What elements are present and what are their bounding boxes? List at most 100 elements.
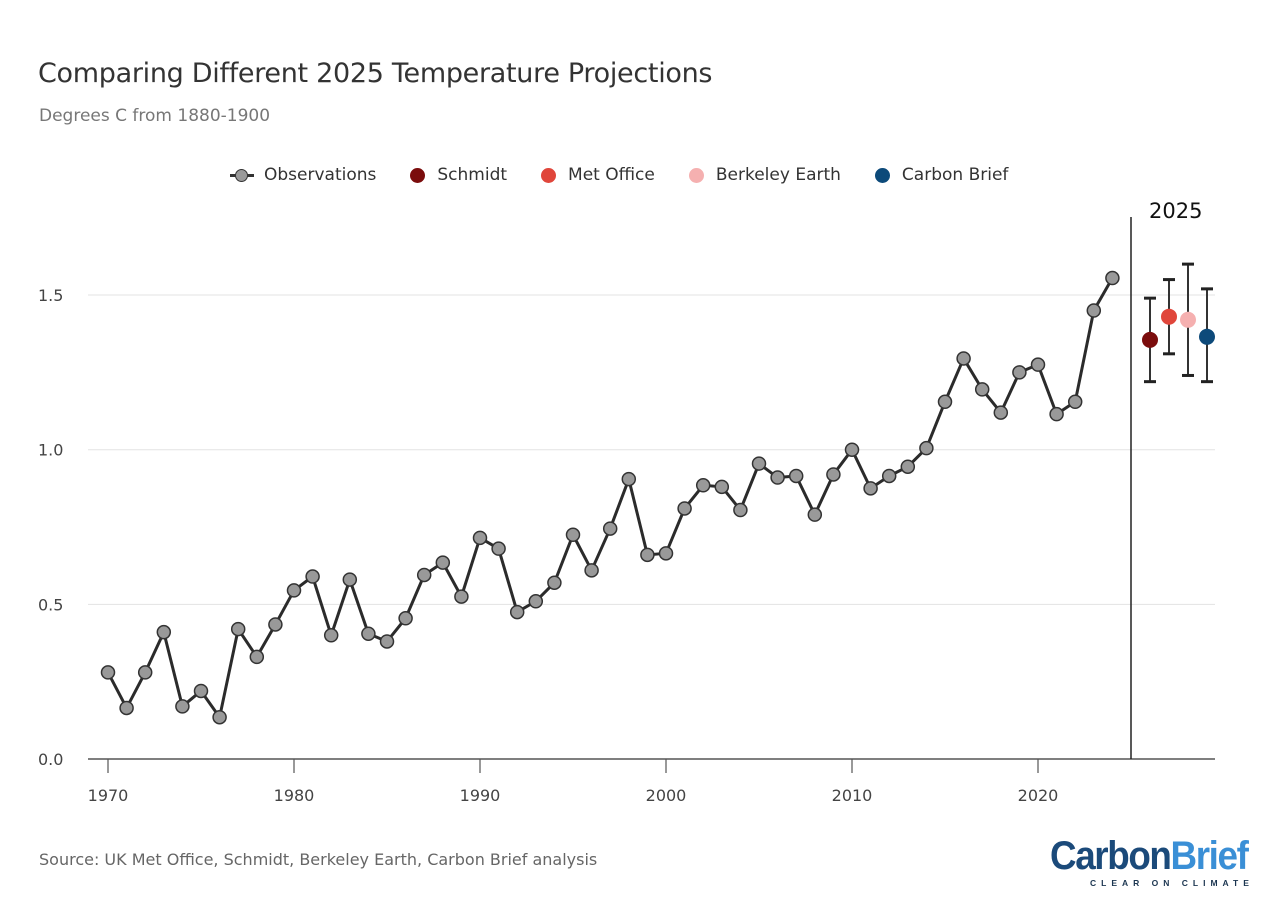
- chart-title: Comparing Different 2025 Temperature Pro…: [38, 58, 713, 89]
- observation-point: [919, 440, 934, 456]
- projection-point: [1180, 311, 1196, 328]
- y-tick-label: 0.5: [38, 595, 63, 614]
- dot-icon: [410, 167, 426, 183]
- projection-berkeley-earth: [1180, 262, 1196, 377]
- observation-point: [956, 351, 971, 366]
- dot-icon: [874, 167, 890, 183]
- legend-label: Observations: [264, 165, 377, 185]
- x-tick-label: 1990: [460, 786, 501, 805]
- chart-subtitle: Degrees C from 1880-1900: [39, 106, 271, 126]
- observation-point: [565, 527, 581, 543]
- projections: [1142, 262, 1215, 384]
- observation-point: [1086, 303, 1102, 318]
- observation-point: [881, 468, 897, 484]
- dot-icon: [541, 167, 557, 183]
- observation-point: [993, 405, 1009, 420]
- observation-point: [658, 546, 674, 561]
- observation-point: [1030, 357, 1046, 372]
- observation-point: [379, 634, 395, 649]
- observation-point: [788, 468, 804, 484]
- legend-item-carbon-brief: Carbon Brief: [874, 165, 1009, 185]
- observation-point: [640, 547, 655, 563]
- observation-point: [472, 530, 488, 546]
- observation-point: [900, 459, 916, 474]
- projection-point: [1142, 331, 1158, 348]
- observation-point: [156, 624, 172, 640]
- observation-point: [398, 611, 413, 626]
- x-tick-label: 1970: [88, 786, 129, 805]
- observation-point: [621, 471, 637, 487]
- observation-point: [714, 479, 730, 495]
- legend-item-berkeley-earth: Berkeley Earth: [688, 165, 841, 185]
- projection-point: [1161, 308, 1177, 325]
- observation-point: [286, 583, 302, 598]
- dot-icon: [688, 167, 704, 183]
- observation-point: [119, 700, 134, 716]
- observation-point: [137, 665, 153, 680]
- observation-point: [584, 563, 599, 578]
- observations-series: [100, 270, 1120, 725]
- x-tick-label: 2010: [832, 786, 873, 805]
- observation-point: [733, 502, 748, 518]
- source-note: Source: UK Met Office, Schmidt, Berkeley…: [39, 850, 598, 869]
- observation-point: [770, 470, 785, 485]
- observation-point: [268, 617, 283, 632]
- observation-point: [528, 594, 544, 609]
- observation-point: [1067, 394, 1083, 410]
- legend-item-observations: Observations: [230, 165, 376, 185]
- observation-point: [826, 467, 841, 482]
- observation-point: [807, 507, 823, 522]
- observation-point: [416, 567, 432, 583]
- observation-point: [602, 521, 618, 536]
- observation-point: [454, 589, 469, 604]
- line-marker-icon: [230, 168, 254, 183]
- legend-item-schmidt: Schmidt: [410, 165, 507, 185]
- observation-point: [435, 555, 451, 570]
- observation-point: [305, 569, 320, 584]
- observation-point: [695, 478, 711, 493]
- observation-point: [212, 709, 227, 725]
- observation-point: [230, 621, 246, 637]
- projection-point: [1199, 328, 1215, 345]
- logo-word-brief: Brief: [1170, 834, 1249, 878]
- observation-point: [863, 481, 878, 496]
- observation-point: [342, 572, 358, 587]
- legend-label: Carbon Brief: [901, 165, 1009, 185]
- legend-item-met-office: Met Office: [541, 165, 655, 185]
- x-tick-label: 2020: [1018, 786, 1059, 805]
- y-tick-label: 0.0: [38, 750, 63, 769]
- observation-point: [937, 394, 953, 410]
- observation-point: [491, 541, 506, 556]
- y-axis: 0.0 0.5 1.0 1.5: [38, 286, 63, 769]
- projection-met-office: [1161, 278, 1177, 356]
- projection-schmidt: [1142, 296, 1158, 384]
- x-tick-label: 2000: [646, 786, 687, 805]
- legend-label: Met Office: [568, 165, 655, 185]
- observation-point: [175, 699, 190, 714]
- x-axis: 1970 1980 1990 2000 2010 2020: [88, 758, 1215, 805]
- observation-point: [1012, 365, 1027, 380]
- observation-point: [361, 626, 376, 641]
- legend-label: Berkeley Earth: [715, 165, 841, 185]
- observation-point: [323, 628, 339, 643]
- observation-point: [100, 665, 116, 680]
- observation-point: [844, 442, 860, 457]
- divider-label: 2025: [1149, 199, 1202, 223]
- logo-tagline: CLEAR ON CLIMATE: [1090, 878, 1254, 888]
- observation-point: [249, 649, 265, 665]
- projection-carbon-brief: [1199, 287, 1215, 384]
- observation-point: [509, 604, 525, 620]
- x-tick-label: 1980: [274, 786, 315, 805]
- carbon-brief-logo: CarbonBrief CLEAR ON CLIMATE: [1050, 836, 1265, 888]
- chart-legend: Observations Schmidt Met Office Berkeley…: [230, 165, 1008, 185]
- observation-point: [1105, 270, 1120, 286]
- logo-word-carbon: Carbon: [1050, 834, 1172, 878]
- observation-point: [677, 501, 692, 516]
- y-tick-label: 1.0: [38, 441, 63, 460]
- observation-point: [1049, 406, 1064, 422]
- observation-point: [547, 575, 562, 590]
- observation-point: [193, 683, 209, 699]
- y-tick-label: 1.5: [38, 286, 63, 305]
- observation-point: [751, 456, 767, 471]
